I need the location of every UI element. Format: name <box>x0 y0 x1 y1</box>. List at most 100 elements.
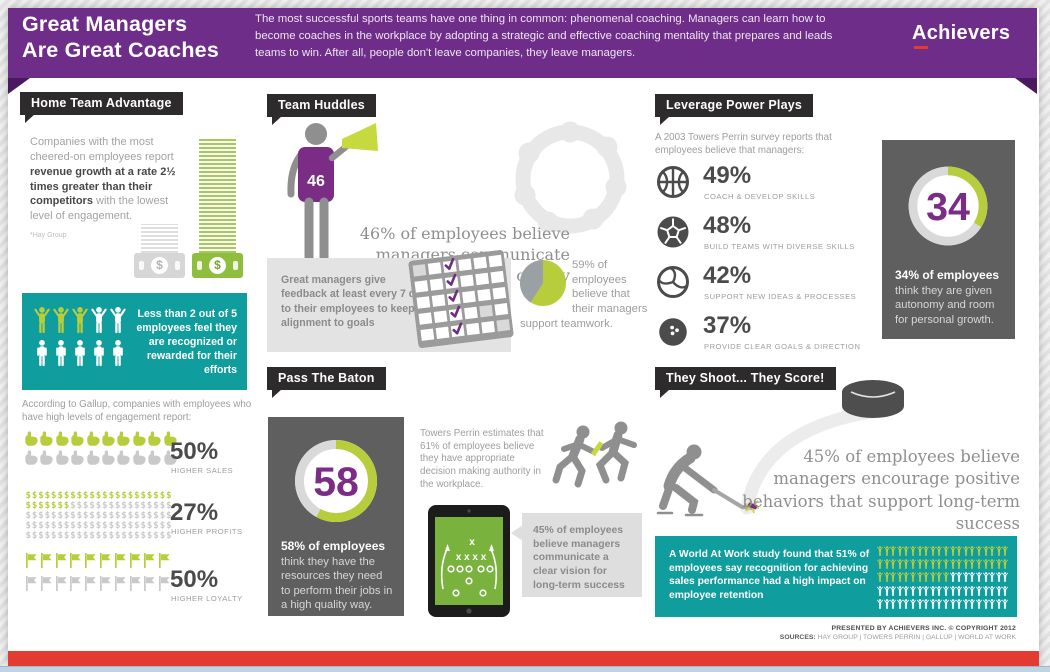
person-icon <box>950 545 956 557</box>
person-icon <box>930 571 936 583</box>
higher-profits-label: HIGHER PROFITS <box>171 527 243 536</box>
dollar-icon: $ <box>102 501 108 511</box>
dollar-icon: $ <box>114 511 121 521</box>
person-icon <box>917 585 923 597</box>
person-icon <box>936 558 942 570</box>
world-at-work-box: A World At Work study found that 51% of … <box>655 536 1017 617</box>
dollar-icon: $ <box>153 531 159 541</box>
dollar-icon: $ <box>63 531 70 541</box>
person-icon <box>956 598 962 610</box>
person-icon <box>950 598 956 610</box>
dollar-icon: $ <box>89 491 95 501</box>
dollar-icon: $ <box>31 491 38 501</box>
person-icon <box>923 558 929 570</box>
dollar-icon: $ <box>89 531 95 541</box>
dollar-icon: $ <box>25 491 31 501</box>
dollar-icon: $ <box>127 511 134 521</box>
window-edge-strip <box>0 666 1050 672</box>
dollar-icon: $ <box>159 531 166 541</box>
finger-icon <box>40 431 53 446</box>
person-icon <box>917 598 923 610</box>
teamwork-stat-text: 59% of employees believe that their mana… <box>520 259 648 330</box>
person-icon <box>976 598 982 610</box>
finger-icon <box>148 431 161 446</box>
person-icon <box>996 558 1002 570</box>
dollar-icon: $ <box>70 511 76 521</box>
person-icon <box>943 558 949 570</box>
dollar-icon: $ <box>95 511 102 521</box>
flag-icon <box>129 576 141 591</box>
dollar-icon: $ <box>63 491 70 501</box>
dollar-icon: $ <box>83 501 89 511</box>
towers-perrin-note: Towers Perrin estimates that 61% of empl… <box>420 428 544 490</box>
dollar-icon: $ <box>38 521 44 531</box>
person-icon <box>989 558 995 570</box>
dollar-glyph: $ <box>151 257 168 274</box>
person-icon <box>897 558 903 570</box>
sources-list: HAY GROUP | TOWERS PERRIN | GALLUP | WOR… <box>815 634 1016 641</box>
person-icon <box>930 545 936 557</box>
clear-goals-label: PROVIDE CLEAR GOALS & DIRECTION <box>704 342 861 351</box>
person-icon <box>53 339 69 367</box>
person-icon <box>936 585 942 597</box>
dollar-icon: $ <box>114 491 121 501</box>
flag-icon <box>55 576 67 591</box>
person-icon <box>976 585 982 597</box>
dollar-icon: $ <box>95 531 102 541</box>
person-icon <box>956 545 962 557</box>
baton-pass-runners-icon <box>552 421 637 488</box>
dollar-icon: $ <box>127 501 134 511</box>
vision-stat-bubble: 45% of employees believe managers commun… <box>511 513 642 597</box>
person-icon <box>877 558 883 570</box>
finger-icon <box>71 450 84 465</box>
dollar-icon: $ <box>166 491 172 501</box>
dollar-icon: $ <box>121 501 127 511</box>
autonomy-stat-rest: think they are given autonomy and room f… <box>895 284 995 326</box>
dollar-icon: $ <box>57 531 63 541</box>
flag-icon <box>69 576 81 591</box>
finger-icon <box>25 431 38 446</box>
employee-retention-icons <box>877 545 1011 611</box>
resources-stat-rest: think they have the resources they need … <box>281 555 393 612</box>
dollar-icon: $ <box>38 511 44 521</box>
dollar-icon: $ <box>108 501 114 511</box>
person-icon <box>72 306 88 334</box>
flag-icon <box>99 576 111 591</box>
dollar-icon: $ <box>121 491 127 501</box>
dollar-icon: $ <box>38 531 44 541</box>
dollar-glyph: $ <box>209 257 226 274</box>
feedback-note-text: Great managers give feedback at least ev… <box>281 274 433 329</box>
dollar-icon: $ <box>153 491 159 501</box>
dollar-icon: $ <box>102 531 108 541</box>
dollar-icon: $ <box>76 511 83 521</box>
flag-icon <box>84 553 96 568</box>
page-title-line2: Are Great Coaches <box>22 38 219 63</box>
dollar-icon: $ <box>51 511 57 521</box>
person-icon <box>910 571 916 583</box>
flag-icon <box>25 576 37 591</box>
person-icon <box>110 306 126 334</box>
tablet-playbook-icon: x x x x x <box>428 505 510 617</box>
finger-icon <box>71 431 84 446</box>
dollar-icon: $ <box>140 501 146 511</box>
finger-icon <box>87 431 100 446</box>
finger-icon <box>56 450 69 465</box>
dollar-icon: $ <box>44 491 51 501</box>
dollar-icon: $ <box>108 491 114 501</box>
dollar-icon: $ <box>89 521 95 531</box>
person-icon <box>969 585 975 597</box>
person-icon <box>884 545 890 557</box>
dollar-icon: $ <box>70 491 76 501</box>
dollar-icon: $ <box>57 511 63 521</box>
svg-text:x x x x: x x x x <box>456 552 487 563</box>
person-icon <box>34 339 50 367</box>
dollar-icon: $ <box>44 511 51 521</box>
dollar-icon: $ <box>114 531 121 541</box>
dollar-icon: $ <box>146 491 153 501</box>
puck-impact-spark-icon <box>744 498 760 514</box>
hay-group-source: *Hay Group <box>30 232 67 239</box>
flag-icon <box>99 553 111 568</box>
tag-leverage-power-plays: Leverage Power Plays <box>655 94 814 125</box>
recognition-callout-box: Less than 2 out of 5 employees feel they… <box>22 293 247 390</box>
